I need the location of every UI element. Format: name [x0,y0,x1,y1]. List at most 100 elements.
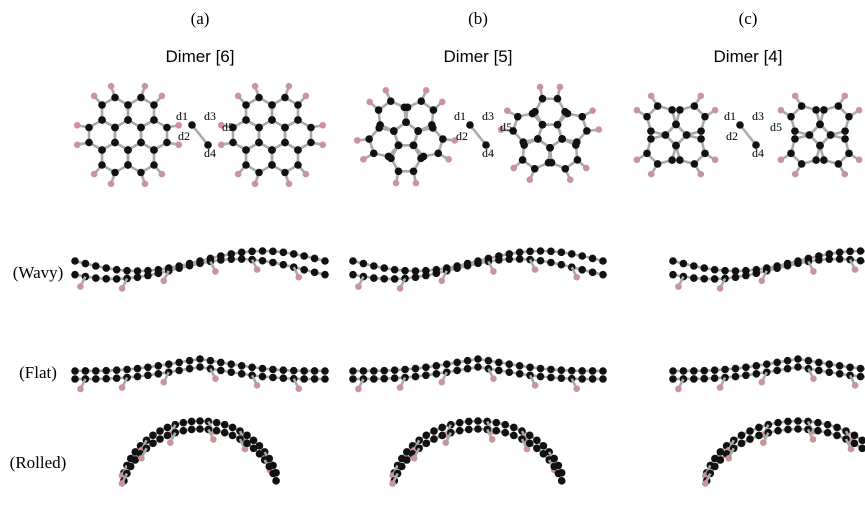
carbon [812,156,820,164]
carbon [827,131,835,139]
carbon [111,124,119,132]
carbon [150,101,158,109]
carbon [836,370,844,378]
carbon [290,250,298,258]
carbon [701,113,709,121]
carbon [365,135,373,143]
carbon [294,101,302,109]
carbon [697,135,705,143]
carbon [784,365,792,373]
row-label: (Flat) [19,363,57,382]
carbon [711,366,719,374]
carbon [269,248,277,256]
carbon [474,417,482,425]
carbon [466,121,474,129]
hydrogen [160,278,167,285]
carbon [505,255,513,263]
carbon [294,146,302,154]
carbon [669,367,677,375]
carbon [144,272,152,280]
carbon [774,419,782,427]
carbon [825,368,833,376]
carbon [700,264,708,272]
carbon [453,264,461,272]
carbon [380,275,388,283]
carbon [537,247,545,255]
hydrogen [413,180,420,187]
carbon [92,375,100,383]
carbon [401,267,409,275]
carbon [412,273,420,281]
hydrogen [319,141,326,148]
carbon [255,169,263,177]
hydrogen [389,480,396,487]
panel-letter: (a) [191,9,210,28]
bond-label: d5 [500,120,512,134]
carbon [134,273,142,281]
carbon [539,121,547,129]
carbon [857,257,865,265]
carbon [150,161,158,169]
hydrogen [74,141,81,148]
bond [470,125,486,145]
carbon [321,271,329,279]
carbon [300,367,308,375]
hydrogen [77,386,84,393]
carbon [474,363,482,371]
carbon [669,271,677,279]
carbon [516,370,524,378]
hydrogen [490,268,497,275]
carbon [589,367,597,375]
hydrogen [725,455,732,462]
carbon [150,146,158,154]
carbon [516,362,524,370]
carbon [533,444,541,452]
carbon [180,427,188,435]
carbon [243,432,251,440]
carbon [113,374,121,382]
carbon [456,419,464,427]
bond-label: d4 [752,146,764,160]
hydrogen [760,439,767,446]
panel-title: Dimer [6] [166,47,235,66]
carbon [700,375,708,383]
hydrogen [717,384,724,391]
carbon [578,367,586,375]
carbon [845,113,853,121]
carbon [736,121,744,129]
hydrogen [648,93,655,100]
carbon [534,135,542,143]
carbon [794,355,802,363]
carbon [798,102,806,110]
hydrogen [758,379,765,386]
carbon [217,256,225,264]
carbon [514,113,522,121]
carbon [82,260,90,268]
hydrogen [108,181,115,188]
carbon [492,427,500,435]
hydrogen [366,99,373,106]
hydrogen [792,171,799,178]
carbon [269,366,277,374]
carbon [433,362,441,370]
hydrogen [295,385,302,392]
carbon [349,257,357,265]
carbon [820,156,828,164]
hydrogen [675,283,682,290]
carbon [124,161,132,169]
carbon [98,161,106,169]
panel: (a)Dimer [6]d1d2d3d4d5 [71,9,329,487]
hydrogen [438,379,445,386]
carbon [196,417,204,425]
carbon [403,456,411,464]
hydrogen [286,83,293,90]
carbon [149,440,157,448]
carbon [175,359,183,367]
carbon [814,427,822,435]
carbon [229,139,237,147]
carbon [805,357,813,365]
carbon [815,367,823,375]
carbon [554,95,562,103]
